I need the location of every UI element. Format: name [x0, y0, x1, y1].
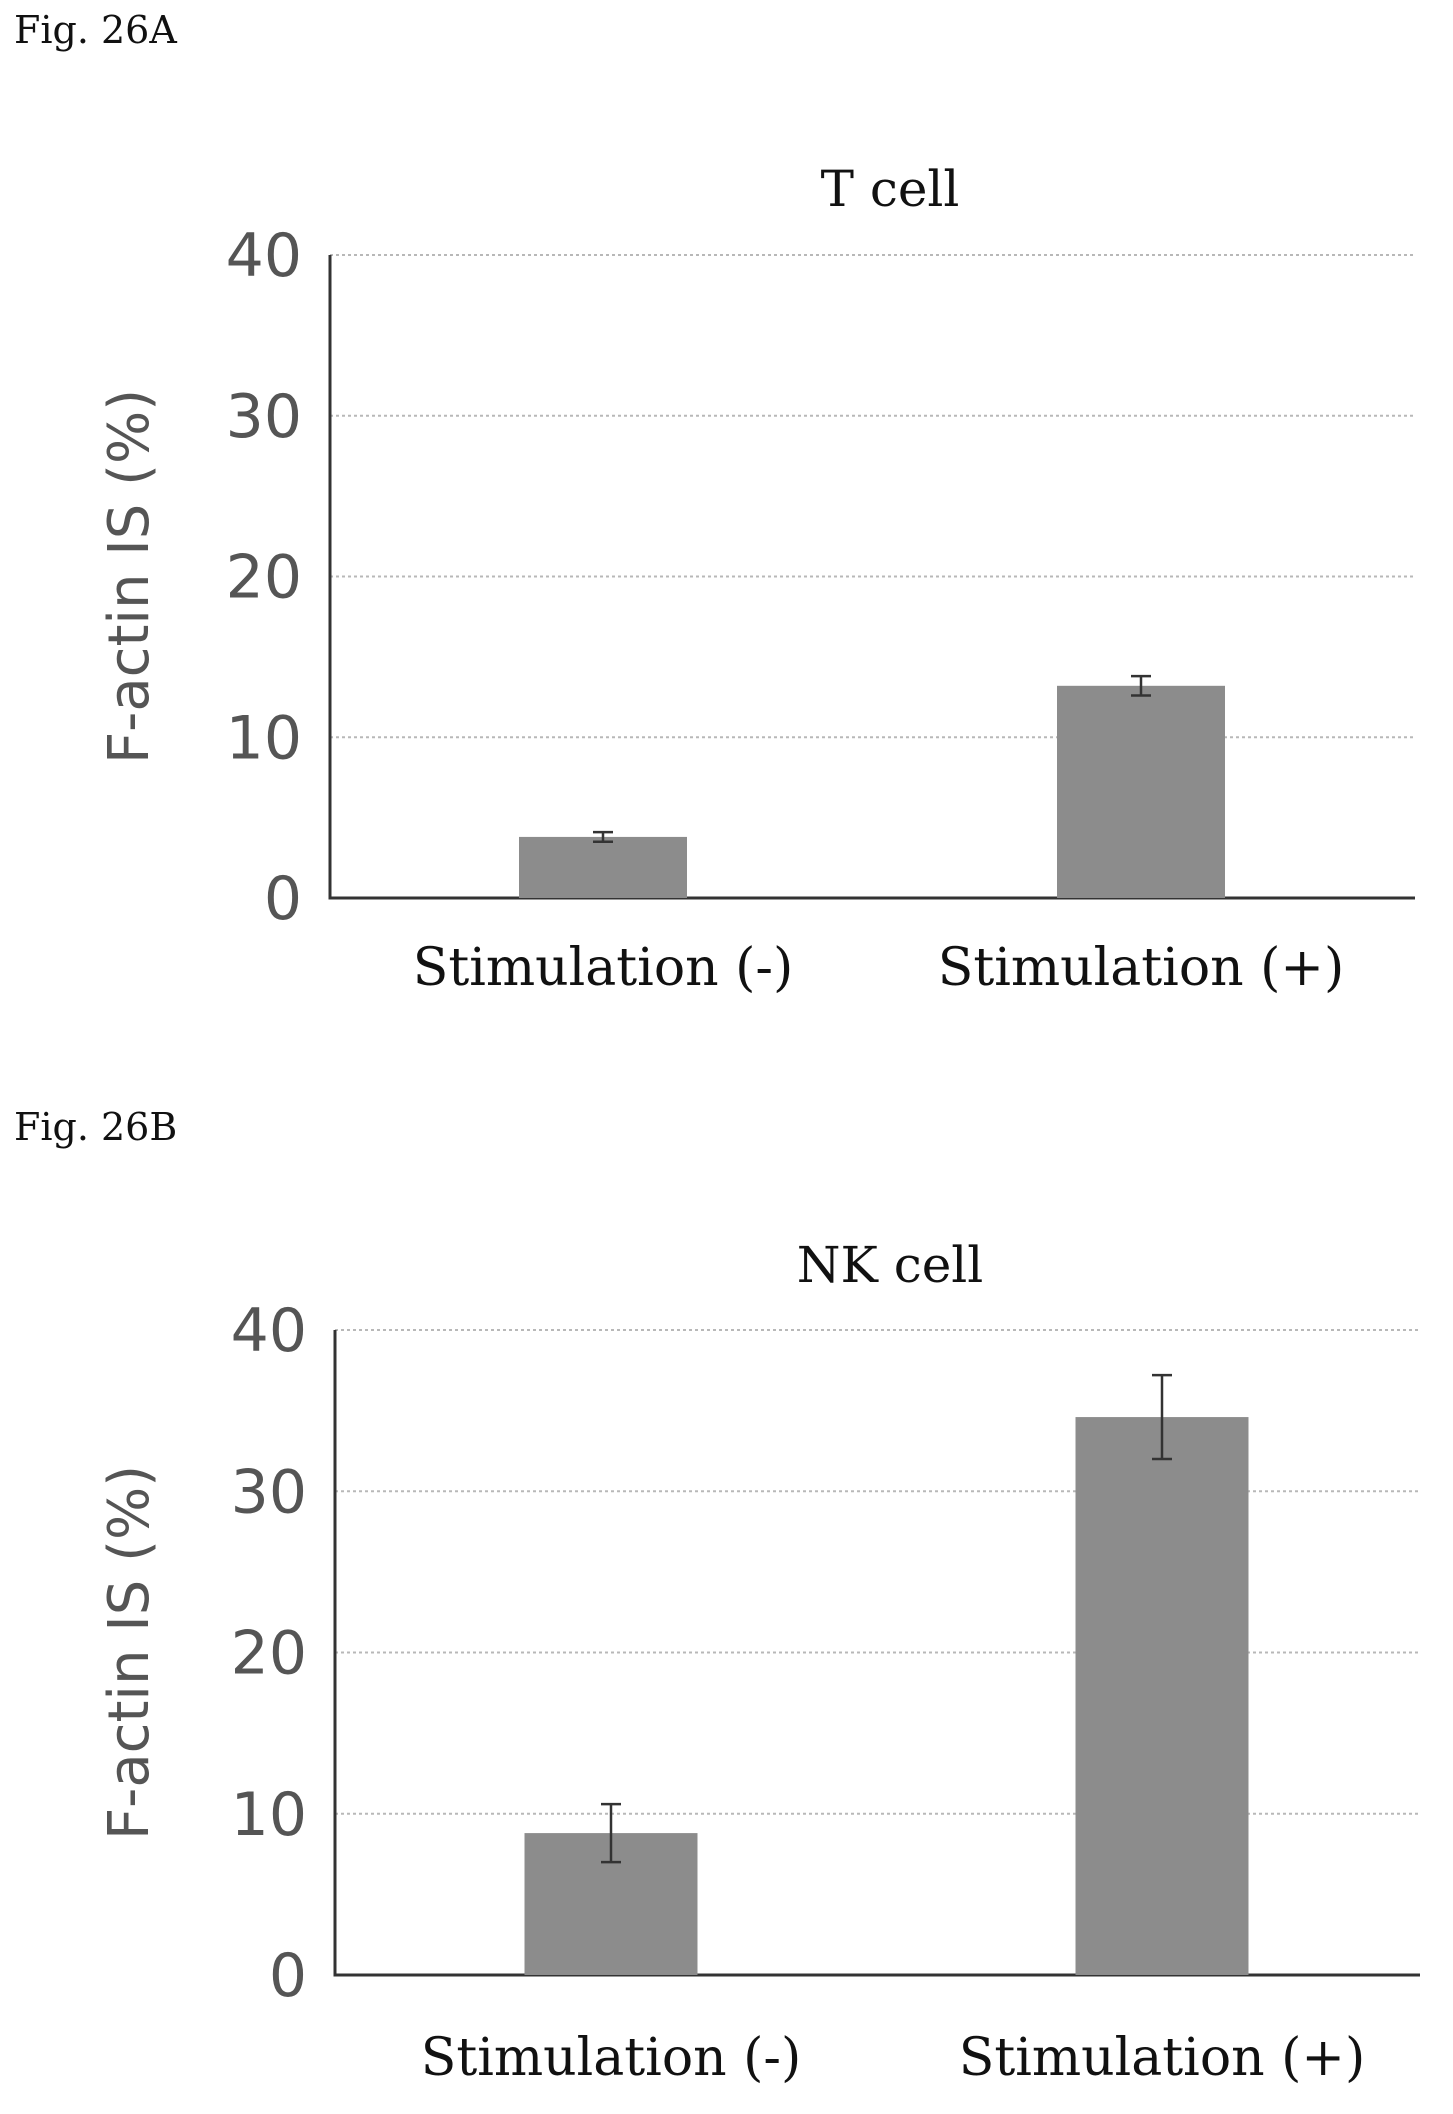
x-category-label: Stimulation (-): [421, 2028, 802, 2088]
y-axis-label: F-actin IS (%): [97, 1465, 162, 1840]
x-category-label: Stimulation (+): [959, 2028, 1366, 2088]
y-tick-label: 20: [226, 543, 302, 613]
bar-stimulation-plus: [1057, 686, 1225, 898]
bar-stimulation-plus: [1076, 1417, 1249, 1975]
chart-title: T cell: [821, 160, 960, 218]
chart-title: NK cell: [797, 1236, 984, 1294]
bar-stimulation-minus: [519, 837, 687, 898]
nk-cell-bar-chart: NK cell 0 10 20 30 40 F-actin IS (%) Stimulatio…: [0, 1230, 1453, 2114]
y-tick-label: 30: [226, 382, 302, 452]
t-cell-bar-chart: T cell 0 10 20 30 40 F-actin IS (%) Stimulation…: [0, 150, 1453, 1030]
y-tick-label: 30: [231, 1457, 307, 1527]
x-category-label: Stimulation (+): [938, 938, 1345, 998]
y-axis-label: F-actin IS (%): [97, 389, 162, 764]
y-tick-label: 40: [226, 221, 302, 291]
y-tick-label: 40: [231, 1296, 307, 1366]
y-tick-label: 0: [264, 864, 302, 934]
figure-26a-label: Fig. 26A: [14, 8, 177, 52]
y-tick-label: 10: [226, 703, 302, 773]
y-tick-label: 0: [269, 1941, 307, 2011]
figure-26b-label: Fig. 26B: [14, 1105, 177, 1149]
y-tick-label: 20: [231, 1619, 307, 1689]
x-category-label: Stimulation (-): [413, 938, 794, 998]
y-tick-label: 10: [231, 1780, 307, 1850]
